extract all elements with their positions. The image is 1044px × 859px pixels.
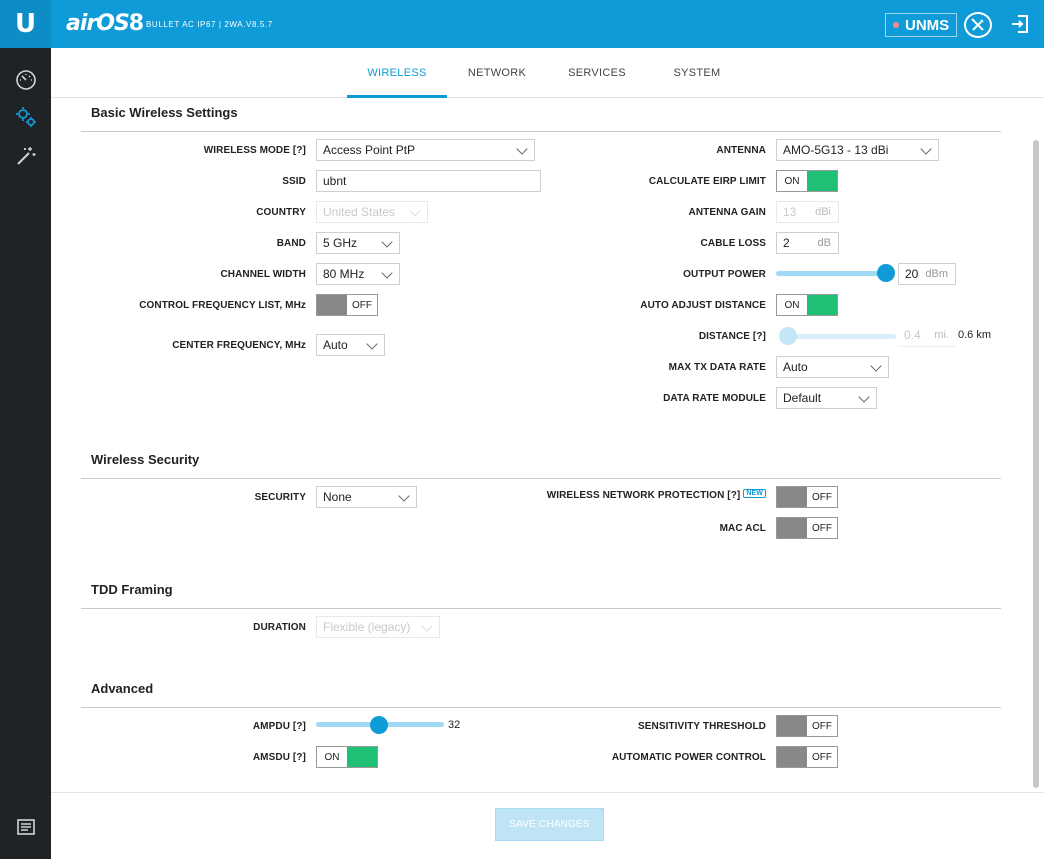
tab-wireless[interactable]: WIRELESS: [347, 48, 447, 98]
ssid-input[interactable]: ubnt: [316, 170, 541, 192]
chevron-down-icon: [870, 360, 882, 372]
control-frequency-toggle[interactable]: OFF: [316, 294, 378, 316]
chevron-down-icon: [366, 338, 378, 350]
ampdu-label: AMPDU [?]: [252, 721, 306, 732]
divider: [81, 478, 1001, 479]
chevron-down-icon: [421, 620, 433, 632]
product-logo: airOS8: [66, 11, 144, 36]
chevron-down-icon: [381, 236, 393, 248]
calculate-eirp-label: CALCULATE EIRP LIMIT: [648, 176, 766, 187]
chevron-down-icon: [858, 391, 870, 403]
output-power-slider[interactable]: [776, 271, 888, 276]
scrollbar[interactable]: [1033, 140, 1039, 788]
chevron-down-icon: [409, 205, 421, 217]
band-select[interactable]: 5 GHz: [316, 232, 400, 254]
dashboard-icon[interactable]: [14, 68, 38, 92]
amsdu-label: AMSDU [?]: [252, 752, 306, 763]
tab-network[interactable]: NETWORK: [467, 67, 527, 79]
logout-icon[interactable]: [1010, 14, 1030, 39]
tab-bar: WIRELESS NETWORK SERVICES SYSTEM: [51, 48, 1044, 98]
ubiquiti-logo[interactable]: U: [0, 0, 51, 48]
distance-slider-handle: [779, 327, 797, 345]
distance-input: 0.4 mi.: [898, 325, 956, 347]
output-power-label: OUTPUT POWER: [683, 269, 766, 280]
section-title-security: Wireless Security: [91, 452, 200, 467]
unms-button[interactable]: UNMS: [885, 13, 957, 37]
antenna-label: ANTENNA: [716, 145, 766, 156]
distance-slider: [780, 334, 896, 339]
status-dot: [893, 22, 899, 28]
max-tx-rate-label: MAX TX DATA RATE: [668, 362, 766, 373]
center-frequency-label: CENTER FREQUENCY, MHz: [172, 340, 306, 351]
ssid-label: SSID: [282, 176, 306, 187]
antenna-gain-label: ANTENNA GAIN: [688, 207, 766, 218]
automatic-power-control-toggle[interactable]: OFF: [776, 746, 838, 768]
band-label: BAND: [276, 238, 306, 249]
antenna-gain-input: 13 dBi: [776, 201, 839, 223]
divider: [81, 131, 1001, 132]
wireless-mode-select[interactable]: Access Point PtP: [316, 139, 535, 161]
wireless-network-protection-toggle[interactable]: OFF: [776, 486, 838, 508]
tab-services[interactable]: SERVICES: [568, 67, 626, 79]
auto-adjust-distance-toggle[interactable]: ON: [776, 294, 838, 316]
help-link[interactable]: [?]: [292, 752, 306, 763]
country-label: COUNTRY: [256, 207, 306, 218]
duration-label: DURATION: [253, 622, 306, 633]
distance-km: 0.6 km: [958, 329, 992, 341]
amsdu-toggle[interactable]: ON: [316, 746, 378, 768]
security-label: SECURITY: [254, 492, 306, 503]
help-link[interactable]: [?]: [752, 331, 766, 342]
cable-loss-label: CABLE LOSS: [700, 238, 766, 249]
cable-loss-input[interactable]: 2 dB: [776, 232, 839, 254]
wireless-mode-label: WIRELESS MODE [?]: [203, 145, 306, 156]
output-power-input[interactable]: 20 dBm: [898, 263, 956, 285]
wireless-network-protection-label: WIRELESS NETWORK PROTECTION [?] NEW: [500, 489, 766, 501]
tools-icon[interactable]: [964, 12, 992, 38]
section-title-advanced: Advanced: [91, 681, 154, 696]
tab-system[interactable]: SYSTEM: [673, 67, 721, 79]
country-select: United States: [316, 201, 428, 223]
output-power-slider-handle[interactable]: [877, 264, 895, 282]
new-badge: NEW: [743, 489, 766, 498]
device-info: BULLET AC IP67 | 2WA.V8.5.7: [146, 20, 273, 29]
channel-width-select[interactable]: 80 MHz: [316, 263, 400, 285]
data-rate-module-select[interactable]: Default: [776, 387, 877, 409]
sensitivity-threshold-label: SENSITIVITY THRESHOLD: [637, 721, 766, 732]
sensitivity-threshold-toggle[interactable]: OFF: [776, 715, 838, 737]
divider: [81, 608, 1001, 609]
ampdu-value: 32: [448, 719, 461, 731]
top-bar: U airOS8 BULLET AC IP67 | 2WA.V8.5.7 UNM…: [0, 0, 1044, 48]
tools-wand-icon[interactable]: [14, 144, 38, 168]
mac-acl-toggle[interactable]: OFF: [776, 517, 838, 539]
distance-label: DISTANCE [?]: [698, 331, 766, 342]
help-link[interactable]: [?]: [727, 490, 741, 501]
footer: SAVE CHANGES: [51, 792, 1044, 859]
save-changes-button[interactable]: SAVE CHANGES: [495, 808, 604, 841]
divider: [81, 707, 1001, 708]
antenna-select[interactable]: AMO-5G13 - 13 dBi: [776, 139, 939, 161]
chevron-down-icon: [920, 143, 932, 155]
log-icon[interactable]: [14, 815, 38, 839]
duration-select: Flexible (legacy): [316, 616, 440, 638]
max-tx-rate-select[interactable]: Auto: [776, 356, 889, 378]
mac-acl-label: MAC ACL: [719, 523, 766, 534]
chevron-down-icon: [516, 143, 528, 155]
auto-adjust-distance-label: AUTO ADJUST DISTANCE: [640, 300, 766, 311]
control-frequency-label: CONTROL FREQUENCY LIST, MHz: [139, 300, 306, 311]
calculate-eirp-toggle[interactable]: ON: [776, 170, 838, 192]
center-frequency-select[interactable]: Auto: [316, 334, 385, 356]
help-link[interactable]: [?]: [292, 721, 306, 732]
data-rate-module-label: DATA RATE MODULE: [663, 393, 766, 404]
chevron-down-icon: [398, 490, 410, 502]
section-title-tdd: TDD Framing: [91, 582, 173, 597]
security-select[interactable]: None: [316, 486, 417, 508]
section-title-basic: Basic Wireless Settings: [91, 105, 238, 120]
settings-gears-icon[interactable]: [14, 105, 38, 129]
chevron-down-icon: [381, 267, 393, 279]
sidebar: [0, 48, 51, 859]
automatic-power-control-label: AUTOMATIC POWER CONTROL: [611, 752, 766, 763]
ampdu-slider-handle[interactable]: [370, 716, 388, 734]
help-link[interactable]: [?]: [292, 145, 306, 156]
channel-width-label: CHANNEL WIDTH: [220, 269, 306, 280]
